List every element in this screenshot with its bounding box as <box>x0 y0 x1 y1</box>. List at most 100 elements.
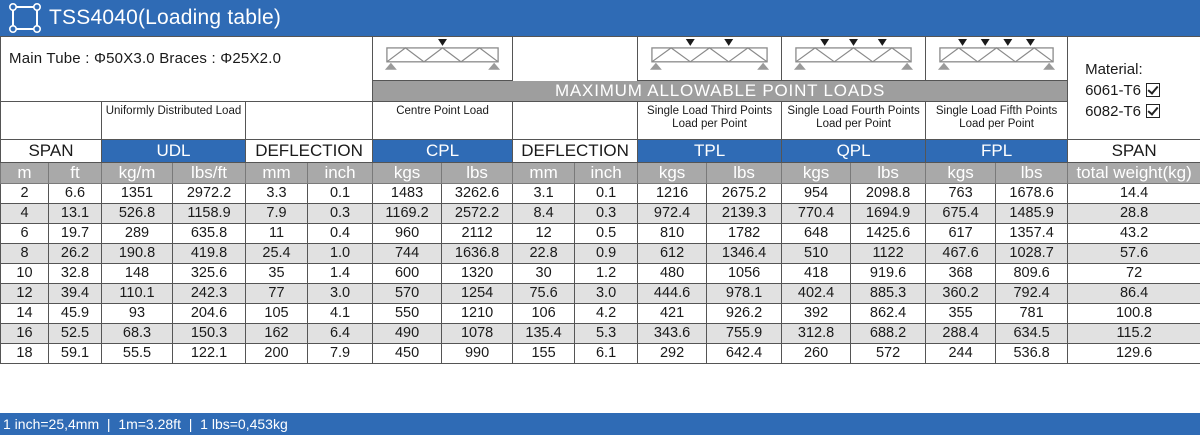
table-cell: 39.4 <box>48 282 102 304</box>
span2-header: SPAN <box>1067 138 1200 163</box>
table-cell: 14 <box>0 302 49 324</box>
table-cell: 755.9 <box>706 322 783 344</box>
table-cell: 648 <box>781 222 852 244</box>
table-cell: 1320 <box>441 262 514 284</box>
fifth-points-diagram <box>925 36 1069 81</box>
tpl-description: Single Load Third Points Load per Point <box>637 100 783 140</box>
down-triangle-icon <box>820 38 830 46</box>
table-cell: 288.4 <box>925 322 997 344</box>
table-cell: 1351 <box>101 182 173 204</box>
table-cell: 11 <box>245 222 308 244</box>
table-row: 4 13.1 526.8 1158.9 7.9 0.3 1169.2 2572.2 8.4 0.3… <box>0 202 1200 224</box>
truss-diagram-qpl <box>794 38 914 70</box>
table-row: 10 32.8 148 325.6 35 1.4 600 1320 30 1.2 480 1056 41… <box>0 262 1200 284</box>
table-cell: 1056 <box>706 262 783 284</box>
unit-cell: mm <box>245 161 308 184</box>
table-cell: 45.9 <box>48 302 102 324</box>
cpl-description: Centre Point Load <box>372 100 514 140</box>
table-cell: 72 <box>1067 262 1200 284</box>
table-cell: 781 <box>995 302 1069 324</box>
table-cell: 312.8 <box>781 322 852 344</box>
table-cell: 467.6 <box>925 242 997 264</box>
title-bar: TSS4040(Loading table) <box>0 0 1200 36</box>
table-cell: 355 <box>925 302 997 324</box>
table-cell: 1485.9 <box>995 202 1069 224</box>
table-cell: 2 <box>0 182 49 204</box>
table-cell: 2098.8 <box>850 182 927 204</box>
down-triangle-icon <box>877 38 887 46</box>
table-cell: 675.4 <box>925 202 997 224</box>
up-triangle-icon <box>1043 62 1056 70</box>
unit-cell: inch <box>574 161 639 184</box>
data-rows: 2 6.6 1351 2972.2 3.3 0.1 1483 3262.6 3.1 0.1 1216… <box>0 182 1200 364</box>
table-cell: 2112 <box>441 222 514 244</box>
up-triangle-icon <box>794 62 806 70</box>
up-triangle-icon <box>901 62 914 70</box>
up-triangle-icon <box>757 62 770 70</box>
table-cell: 1694.9 <box>850 202 927 224</box>
deflection2-desc-blank <box>512 100 639 140</box>
table-cell: 1782 <box>706 222 783 244</box>
table-cell: 1254 <box>441 282 514 304</box>
table-cell: 0.3 <box>306 202 374 224</box>
table-cell: 3.0 <box>306 282 374 304</box>
table-cell: 110.1 <box>101 282 173 304</box>
table-cell: 480 <box>637 262 708 284</box>
table-cell: 421 <box>637 302 708 324</box>
table-cell: 0.9 <box>574 242 639 264</box>
footer-meter: 1m=3.28ft <box>118 416 181 432</box>
up-triangle-icon <box>938 62 950 70</box>
fpl-header: FPL <box>925 138 1069 163</box>
unit-cell: lbs <box>850 161 927 184</box>
table-cell: 1122 <box>850 242 927 264</box>
table-cell: 155 <box>512 342 576 364</box>
table-row: 16 52.5 68.3 150.3 162 6.4 490 1078 135.4 5.3 343.… <box>0 322 1200 344</box>
table-cell: 260 <box>781 342 852 364</box>
table-cell: 3.3 <box>245 182 308 204</box>
table-cell: 4.2 <box>574 302 639 324</box>
table-cell: 978.1 <box>706 282 783 304</box>
unit-cell: ft <box>48 161 102 184</box>
table-row: 2 6.6 1351 2972.2 3.3 0.1 1483 3262.6 3.1 0.1 1216… <box>0 182 1200 204</box>
unit-cell: inch <box>306 161 374 184</box>
table-cell: 3.0 <box>574 282 639 304</box>
table-cell: 972.4 <box>637 202 708 224</box>
unit-cell: kg/m <box>101 161 173 184</box>
table-cell: 1678.6 <box>995 182 1069 204</box>
qpl-description: Single Load Fourth Points Load per Point <box>781 100 927 140</box>
table-cell: 68.3 <box>101 322 173 344</box>
table-cell: 368 <box>925 262 997 284</box>
table-cell: 106 <box>512 302 576 324</box>
table-cell: 190.8 <box>101 242 173 264</box>
table-cell: 6.4 <box>306 322 374 344</box>
table-cell: 129.6 <box>1067 342 1200 364</box>
table-cell: 6.6 <box>48 182 102 204</box>
table-cell: 10 <box>0 262 49 284</box>
checkbox-checked-icon <box>1145 104 1160 118</box>
conversion-footer: 1 inch=25,4mm | 1m=3.28ft | 1 lbs=0,453k… <box>0 413 1200 435</box>
table-cell: 450 <box>372 342 443 364</box>
table-cell: 0.1 <box>306 182 374 204</box>
table-cell: 0.1 <box>574 182 639 204</box>
table-cell: 135.4 <box>512 322 576 344</box>
table-cell: 289 <box>101 222 173 244</box>
table-cell: 12 <box>0 282 49 304</box>
page-title: TSS4040(Loading table) <box>49 6 282 29</box>
table-cell: 35 <box>245 262 308 284</box>
unit-cell: lbs <box>441 161 514 184</box>
table-cell: 570 <box>372 282 443 304</box>
table-cell: 1.4 <box>306 262 374 284</box>
table-cell: 612 <box>637 242 708 264</box>
table-cell: 990 <box>441 342 514 364</box>
table-cell: 242.3 <box>172 282 246 304</box>
table-cell: 14.4 <box>1067 182 1200 204</box>
table-cell: 26.2 <box>48 242 102 264</box>
down-triangle-icon <box>724 38 734 46</box>
table-cell: 810 <box>637 222 708 244</box>
unit-cell: lbs/ft <box>172 161 246 184</box>
table-cell: 1.0 <box>306 242 374 264</box>
table-cell: 244 <box>925 342 997 364</box>
table-cell: 30 <box>512 262 576 284</box>
down-triangle-icon <box>849 38 859 46</box>
table-cell: 1078 <box>441 322 514 344</box>
